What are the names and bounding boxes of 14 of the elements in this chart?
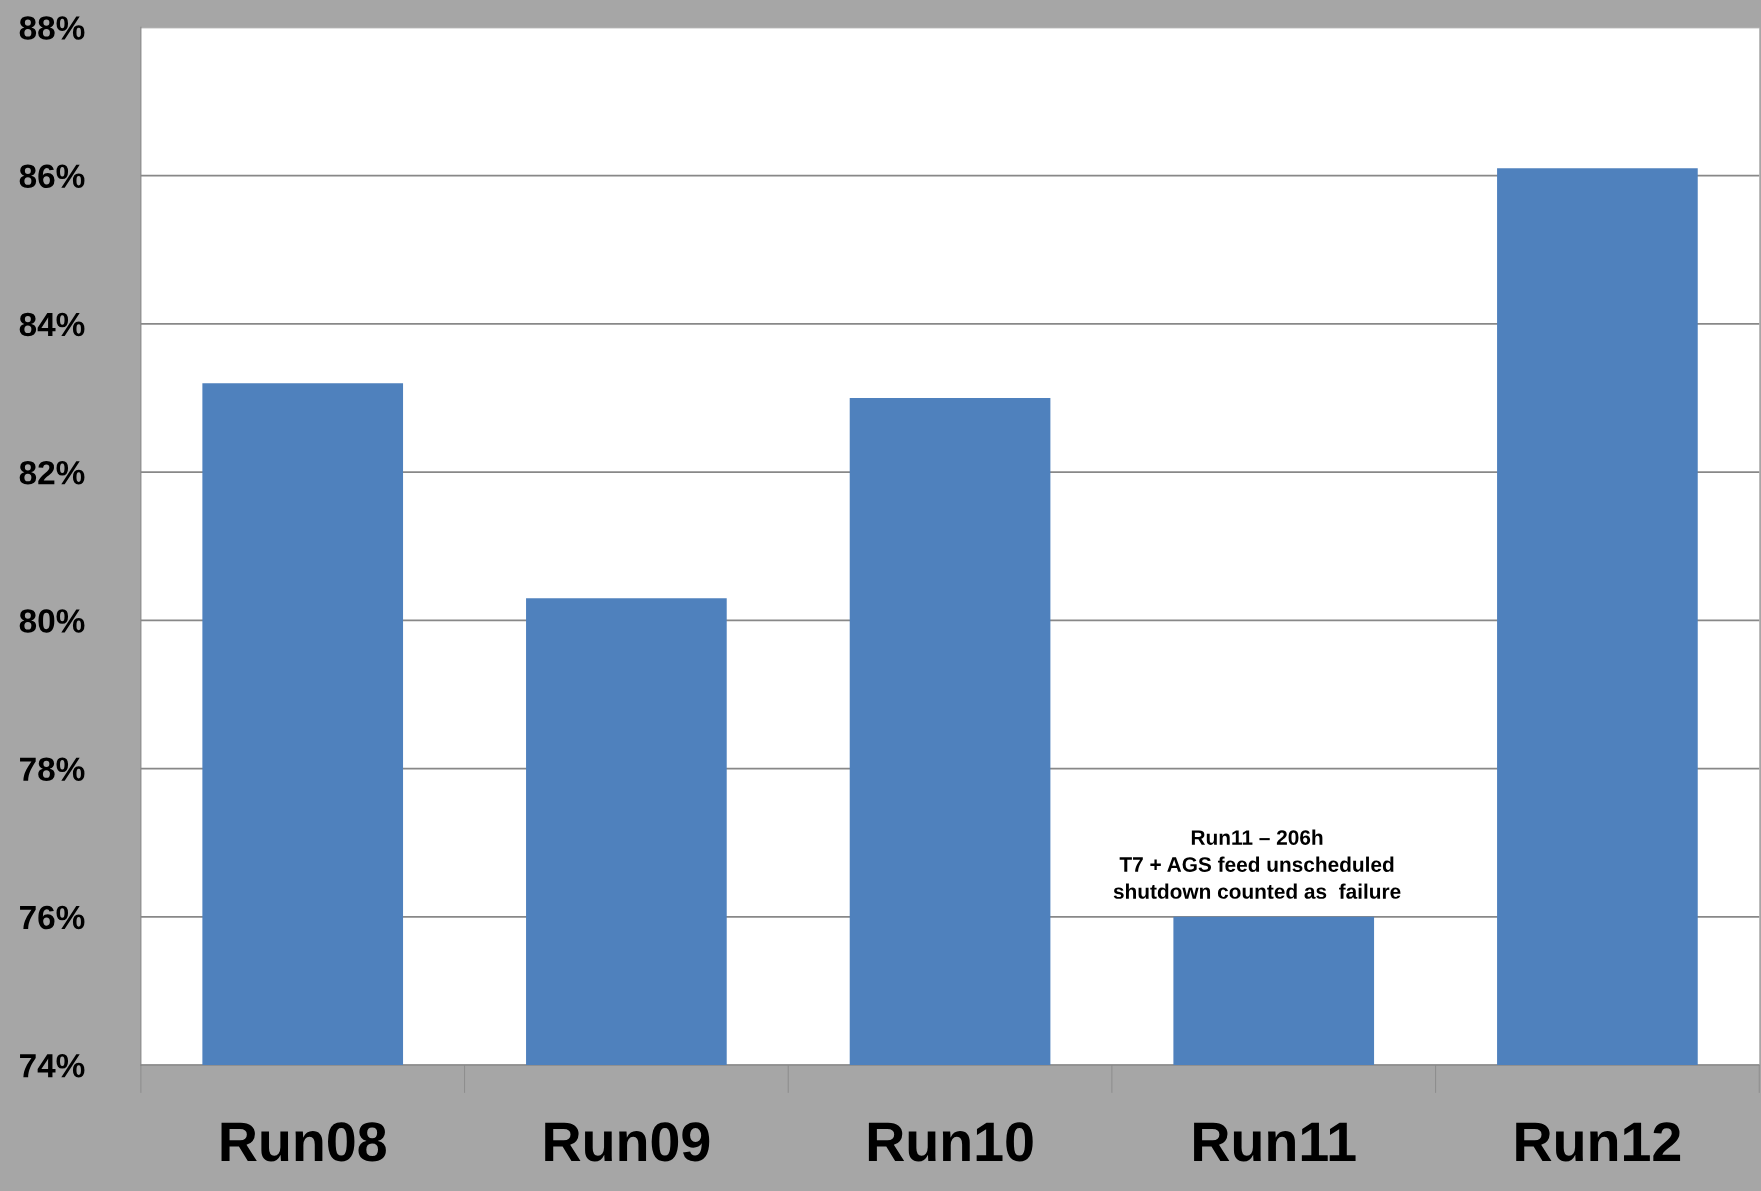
y-tick-label: 86% [19, 164, 85, 189]
x-tick-label: Run09 [545, 1122, 710, 1162]
y-tick-label: 84% [19, 312, 85, 337]
y-tick-label: 88% [19, 16, 85, 40]
y-tick-label: 82% [19, 460, 85, 485]
x-tick-label: Run11 [1194, 1122, 1356, 1162]
y-tick-label: 76% [20, 905, 85, 930]
x-tick-label: Run12 [1516, 1122, 1681, 1162]
x-tick-label: Run10 [868, 1122, 1033, 1162]
y-tick-label: 78% [20, 757, 85, 782]
annotation: Run11 – 206h T7 + AGS feed unscheduled shutdown counted as failure [1113, 829, 1401, 899]
y-tick-label: 74% [20, 1054, 85, 1078]
y-tick-label: 80% [19, 609, 85, 633]
x-tick-label: Run08 [221, 1122, 386, 1162]
